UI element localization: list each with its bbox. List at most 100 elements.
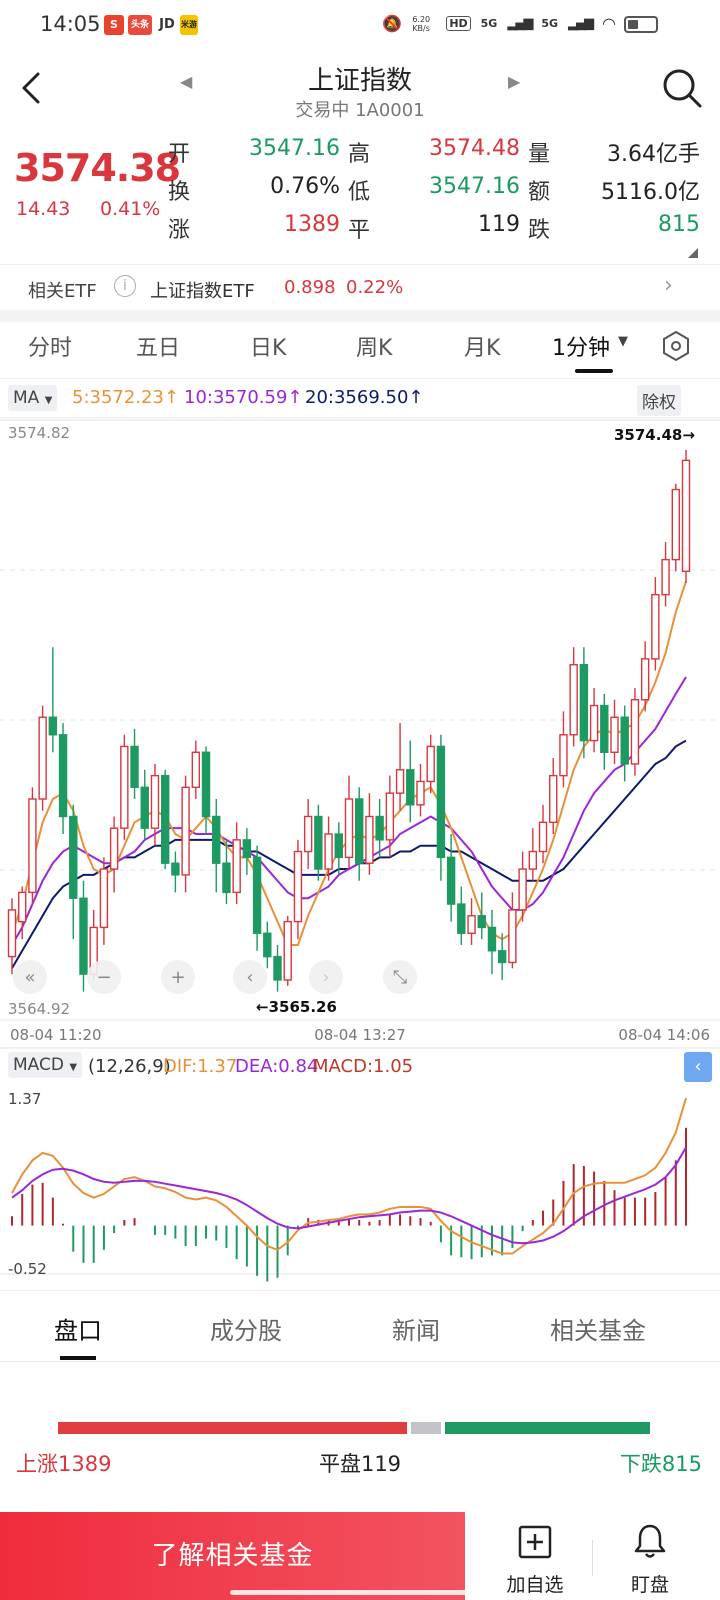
signal-5g-icon: 5G: [480, 17, 498, 30]
tab-daily-k[interactable]: 日K: [250, 336, 287, 361]
candle-up: [508, 909, 517, 964]
plus-square-icon: [518, 1525, 552, 1559]
jd-icon: JD: [159, 17, 175, 32]
quote-label: 平: [348, 218, 371, 243]
quote-value: 3574.48: [429, 136, 520, 161]
quote-label: 额: [528, 180, 551, 205]
info-icon[interactable]: i: [114, 275, 136, 297]
status-time: 14:05: [40, 12, 101, 36]
related-etf-row[interactable]: 相关ETF i 上证指数ETF 0.898 0.22% ›: [0, 264, 720, 310]
watch-alert-button[interactable]: 盯盘: [600, 1520, 700, 1600]
quote-label: 低: [348, 180, 371, 205]
candle-down: [406, 769, 415, 806]
app-badge-icon: S: [104, 15, 124, 35]
candle-up: [7, 909, 17, 958]
ma-indicator-row: MA ▼ 5:3572.23↑ 10:3570.59↑ 20:3569.50↑ …: [0, 378, 720, 418]
page-title: 上证指数: [307, 66, 412, 96]
tab-constituents[interactable]: 成分股: [210, 1317, 282, 1345]
tab-five-day[interactable]: 五日: [136, 336, 181, 361]
etf-label: 相关ETF: [28, 281, 97, 302]
active-tab-indicator: [575, 369, 613, 373]
add-watchlist-button[interactable]: 加自选: [490, 1520, 580, 1600]
chart-control-bg: [233, 960, 267, 994]
signal-bars-icon: ▂▄▆: [507, 16, 533, 31]
chart-control-icon: «: [24, 967, 35, 988]
macd-selector[interactable]: MACD ▼: [8, 1052, 83, 1078]
candle-down: [355, 798, 364, 864]
chart-control-button: ‹: [233, 960, 267, 994]
candle-up: [324, 833, 333, 870]
macd-bottom-label: -0.52: [8, 1260, 47, 1278]
miyou-icon: 米游: [180, 15, 198, 35]
collapse-panel-icon[interactable]: ‹: [684, 1052, 712, 1082]
candle-up: [303, 815, 313, 853]
candle-down: [497, 950, 507, 964]
macd-value: MACD:1.05: [313, 1056, 414, 1077]
etf-price: 0.898: [284, 277, 336, 298]
tab-order-book[interactable]: 盘口: [54, 1317, 102, 1345]
expand-corner-icon[interactable]: [688, 248, 698, 258]
tab-timeshare[interactable]: 分时: [28, 336, 73, 361]
back-arrow-icon[interactable]: [12, 68, 52, 108]
candle-up: [385, 792, 395, 841]
candle-up: [661, 558, 670, 596]
macd-dif: DIF:1.37: [163, 1056, 238, 1077]
quote-value: 5116.0亿: [601, 180, 700, 205]
breadth-down-count: 下跌815: [619, 1452, 702, 1476]
add-watchlist-label: 加自选: [506, 1574, 564, 1596]
chart-control-button: «: [13, 960, 47, 994]
tab-news[interactable]: 新闻: [392, 1317, 440, 1345]
candle-up: [589, 704, 599, 742]
etf-pct: 0.22%: [346, 277, 404, 298]
candle-up: [416, 780, 425, 806]
quote-value: 3547.16: [429, 174, 520, 199]
chart-settings-icon[interactable]: [660, 330, 692, 362]
candle-up: [610, 716, 619, 753]
candle-up: [109, 827, 119, 870]
breadth-bar-flat: [411, 1422, 442, 1434]
candle-down: [263, 932, 272, 958]
adjust-button[interactable]: 除权: [637, 385, 681, 416]
watch-alert-label: 盯盘: [630, 1574, 669, 1596]
bell-icon: [634, 1524, 666, 1558]
candle-down: [457, 903, 466, 934]
candle-down: [171, 862, 180, 876]
prev-index-icon[interactable]: ◀: [180, 72, 193, 91]
tab-monthly-k[interactable]: 月K: [464, 336, 501, 361]
candle-up: [467, 915, 476, 934]
candle-down: [48, 716, 58, 736]
candle-down: [222, 862, 231, 894]
toutiao-icon: 头条: [128, 15, 152, 35]
candle-up: [99, 868, 109, 929]
section-divider: [0, 310, 720, 322]
period-dropdown-icon[interactable]: ▼: [618, 334, 628, 349]
x-axis-tick-label: 08-04 14:06: [618, 1026, 710, 1044]
ma5-text: 5:3572.23: [72, 387, 164, 408]
etf-name: 上证指数ETF: [150, 281, 255, 302]
candle-up: [518, 868, 527, 911]
candle-up: [528, 850, 538, 870]
quote-value: 3.64亿手: [607, 142, 700, 167]
tab-weekly-k[interactable]: 周K: [356, 336, 393, 361]
net-speed: 6.20 KB/s: [412, 14, 431, 33]
tab-one-minute[interactable]: 1分钟: [552, 336, 610, 361]
candle-up: [120, 745, 129, 829]
candle-down: [79, 897, 88, 975]
search-icon[interactable]: [660, 66, 704, 110]
wifi-icon: ◠: [602, 14, 616, 33]
candle-down: [160, 774, 170, 864]
candle-up: [232, 839, 241, 894]
candle-up: [344, 798, 354, 859]
kline-chart[interactable]: 3574.82 3564.92 3574.48→ ←3565.26 08-04 11:2…: [0, 418, 720, 1288]
ma-selector[interactable]: MA ▼: [8, 385, 58, 411]
x-axis-tick-label: 08-04 13:27: [314, 1026, 406, 1044]
candle-down: [212, 815, 221, 864]
candle-down: [252, 856, 262, 934]
tab-related-funds[interactable]: 相关基金: [550, 1317, 646, 1345]
price-change-pct: 0.41%: [100, 198, 161, 220]
next-index-icon[interactable]: ▶: [508, 72, 521, 91]
home-indicator: [230, 1590, 490, 1595]
learn-funds-button[interactable]: 了解相关基金: [0, 1512, 465, 1600]
quote-label: 量: [528, 142, 551, 167]
y-axis-top-label: 3574.82: [8, 424, 70, 442]
